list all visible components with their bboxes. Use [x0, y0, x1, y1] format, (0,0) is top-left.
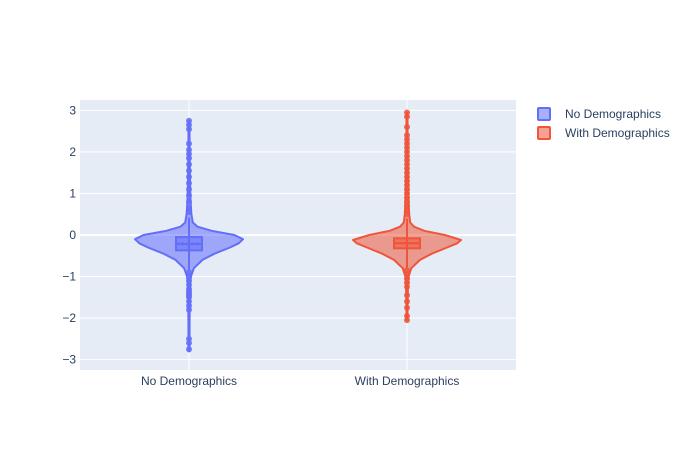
- legend-swatch: [537, 107, 551, 121]
- outlier-point: [186, 335, 192, 342]
- y-tick-label: 1: [69, 186, 76, 200]
- outlier-point: [186, 298, 192, 305]
- outlier-point: [186, 173, 192, 180]
- outlier-point: [404, 178, 410, 184]
- outlier-point: [404, 207, 410, 214]
- x-tick-label: No Demographics: [141, 374, 237, 388]
- outlier-point: [404, 140, 410, 147]
- y-tick-label: 2: [69, 145, 76, 159]
- outlier-point: [186, 192, 192, 199]
- outlier-point: [404, 211, 410, 218]
- outlier-point: [404, 275, 410, 282]
- outlier-point: [186, 186, 192, 193]
- outlier-point: [186, 294, 192, 301]
- violin-series[interactable]: [134, 117, 244, 353]
- outlier-point: [404, 153, 410, 160]
- outlier-point: [186, 281, 192, 288]
- y-tick-label: −2: [62, 311, 76, 325]
- outlier-point: [404, 317, 410, 324]
- outlier-point: [404, 144, 410, 151]
- legend-label: With Demographics: [565, 126, 670, 140]
- legend-item[interactable]: With Demographics: [537, 126, 670, 140]
- outlier-point: [404, 182, 410, 189]
- outlier-point: [186, 198, 192, 205]
- outlier-point: [404, 313, 410, 319]
- outlier-point: [186, 269, 192, 276]
- outlier-point: [404, 292, 410, 299]
- y-tick-label: −3: [62, 353, 76, 367]
- y-axis: 3 2 1 0 −1 −2 −3: [62, 103, 76, 366]
- outlier-point: [186, 146, 192, 153]
- outlier-point: [404, 186, 410, 193]
- legend-swatch: [537, 126, 551, 140]
- outlier-point: [186, 302, 192, 309]
- outlier-point: [186, 121, 192, 128]
- outlier-point: [186, 155, 192, 162]
- outlier-point: [186, 277, 192, 284]
- violin-layer: [134, 109, 462, 353]
- outlier-point: [186, 161, 192, 168]
- outlier-point: [186, 273, 192, 280]
- outlier-point: [404, 113, 410, 120]
- outlier-point: [186, 151, 192, 157]
- outlier-point: [186, 340, 192, 346]
- outlier-point: [404, 136, 410, 143]
- outlier-point: [404, 279, 410, 286]
- outlier-point: [404, 161, 410, 168]
- outlier-point: [186, 140, 192, 147]
- y-tick-label: 0: [69, 228, 76, 242]
- outlier-point: [186, 117, 192, 124]
- outlier-point: [404, 132, 410, 139]
- outlier-point: [404, 304, 410, 311]
- outlier-point: [404, 169, 410, 176]
- outlier-point: [186, 346, 192, 353]
- outlier-point: [404, 190, 410, 197]
- outlier-point: [404, 173, 410, 180]
- outlier-point: [186, 167, 192, 174]
- outlier-point: [404, 157, 410, 164]
- y-tick-label: −1: [62, 270, 76, 284]
- outlier-point: [186, 205, 192, 211]
- outlier-point: [404, 165, 410, 172]
- violin-series[interactable]: [352, 109, 462, 324]
- outlier-point: [186, 209, 192, 216]
- outlier-point: [404, 298, 410, 305]
- outlier-point: [404, 124, 410, 130]
- x-tick-label: With Demographics: [355, 374, 460, 388]
- outlier-point: [404, 202, 410, 209]
- legend[interactable]: No Demographics With Demographics: [537, 107, 670, 140]
- legend-item[interactable]: No Demographics: [537, 107, 661, 121]
- outlier-point: [404, 194, 410, 201]
- outlier-point: [186, 306, 192, 313]
- outlier-point: [404, 267, 410, 274]
- outlier-point: [186, 126, 192, 133]
- outlier-point: [404, 198, 410, 205]
- y-tick-label: 3: [69, 103, 76, 117]
- outlier-point: [404, 109, 410, 116]
- outlier-point: [186, 180, 192, 187]
- outlier-point: [404, 283, 410, 290]
- legend-label: No Demographics: [565, 107, 661, 121]
- outlier-point: [404, 271, 410, 278]
- x-axis: No Demographics With Demographics: [141, 374, 459, 388]
- outlier-point: [404, 148, 410, 155]
